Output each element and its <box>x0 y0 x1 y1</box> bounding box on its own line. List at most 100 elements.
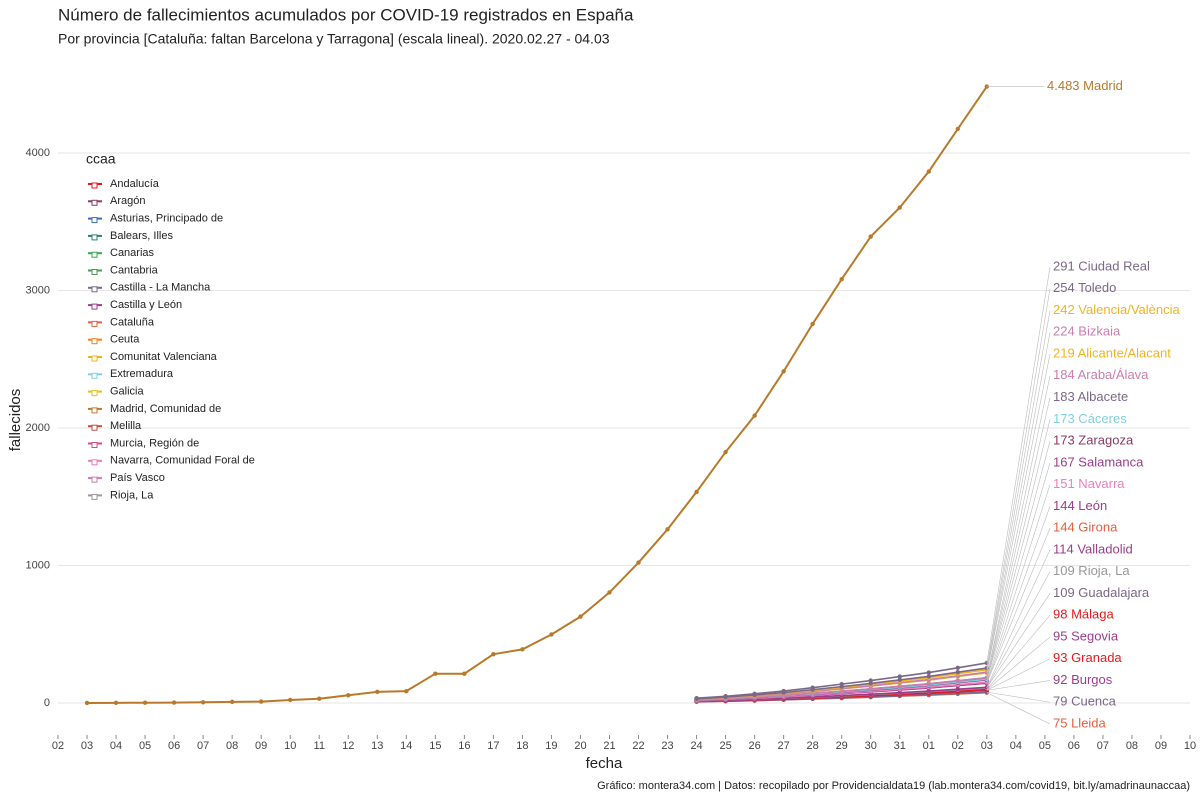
leader-line <box>986 419 1051 680</box>
x-tick-label: 20 <box>574 740 586 752</box>
x-axis-label: fecha <box>586 755 623 772</box>
data-point <box>549 632 554 637</box>
x-tick-label: 10 <box>284 740 296 752</box>
x-tick-label: 25 <box>719 740 731 752</box>
legend-label: Comunitat Valenciana <box>110 351 218 363</box>
data-point <box>955 669 960 675</box>
x-tick-label: 05 <box>139 740 151 752</box>
x-tick-label: 12 <box>342 740 354 752</box>
leader-line <box>986 614 1051 690</box>
legend-marker <box>91 338 98 345</box>
leader-line <box>986 397 1051 678</box>
legend-label: Andalucía <box>110 178 160 190</box>
x-tick-label: 07 <box>1097 740 1109 752</box>
data-point <box>955 665 960 670</box>
legend-label: Extremadura <box>110 368 174 380</box>
y-tick-label: 0 <box>44 697 50 709</box>
data-point <box>752 413 757 418</box>
leader-line <box>986 462 1051 681</box>
y-tick-label: 4000 <box>26 147 50 159</box>
x-tick-label: 21 <box>603 740 615 752</box>
x-tick-label: 29 <box>836 740 848 752</box>
legend-label: Rioja, La <box>110 489 154 501</box>
legend-marker <box>91 320 98 327</box>
data-point <box>839 277 844 282</box>
end-label: 95 Segovia <box>1053 628 1119 643</box>
data-point <box>723 694 728 699</box>
legend-marker <box>91 493 98 500</box>
end-label: 242 Valencia/València <box>1053 302 1180 317</box>
legend-label: Ceuta <box>110 334 140 346</box>
x-tick-label: 19 <box>545 740 557 752</box>
legend-label: Murcia, Región de <box>110 437 199 449</box>
legend-marker <box>91 199 98 206</box>
data-point <box>288 697 293 703</box>
data-point <box>84 700 90 706</box>
end-label: 4.483 Madrid <box>1047 78 1123 93</box>
data-point <box>781 688 786 694</box>
end-label: 151 Navarra <box>1053 476 1125 491</box>
legend-marker <box>91 234 98 241</box>
chart-subtitle: Por provincia [Cataluña: faltan Barcelon… <box>58 31 610 47</box>
chart-title: Número de fallecimientos acumulados por … <box>58 5 634 24</box>
leader-line <box>986 441 1051 680</box>
x-tick-label: 09 <box>1155 740 1167 752</box>
x-tick-label: 23 <box>661 740 673 752</box>
end-label: 167 Salamanca <box>1053 454 1144 469</box>
caption: Gráfico: montera34.com | Datos: recopila… <box>597 780 1190 792</box>
data-point <box>781 369 786 374</box>
x-tick-label: 30 <box>865 740 877 752</box>
leader-line <box>986 375 1051 678</box>
x-tick-label: 05 <box>1039 740 1051 752</box>
data-point <box>810 685 815 690</box>
legend-label: Castilla - La Mancha <box>110 282 211 294</box>
x-tick-label: 03 <box>981 740 993 752</box>
x-tick-label: 18 <box>516 740 528 752</box>
legend-marker <box>91 407 98 414</box>
leader-line <box>986 353 1051 673</box>
legend-marker <box>91 390 98 397</box>
x-tick-label: 27 <box>778 740 790 752</box>
data-point <box>897 205 902 210</box>
data-point <box>868 678 873 683</box>
leader-line <box>986 692 1051 725</box>
end-label: 173 Zaragoza <box>1053 433 1134 448</box>
data-point <box>404 688 409 694</box>
legend-title: ccaa <box>86 151 116 167</box>
data-point <box>926 681 931 686</box>
leader-line <box>986 484 1051 683</box>
end-label: 291 Ciudad Real <box>1053 258 1150 273</box>
x-tick-label: 11 <box>314 740 325 752</box>
data-point <box>171 700 177 705</box>
y-axis-label: fallecidos <box>7 389 24 452</box>
data-point <box>897 674 902 679</box>
legend-marker <box>91 476 98 483</box>
y-tick-label: 3000 <box>26 284 50 296</box>
x-tick-label: 04 <box>110 740 122 752</box>
y-tick-label: 2000 <box>26 422 50 434</box>
x-tick-label: 31 <box>894 740 906 752</box>
x-tick-label: 28 <box>807 740 819 752</box>
x-tick-label: 01 <box>923 740 935 752</box>
end-label: 114 Valladolid <box>1053 541 1133 556</box>
data-point <box>839 681 844 687</box>
legend-label: Cataluña <box>110 316 155 328</box>
x-tick-label: 17 <box>487 740 499 752</box>
end-label: 75 Lleida <box>1053 715 1107 730</box>
leader-line <box>986 636 1051 691</box>
x-tick-label: 26 <box>748 740 760 752</box>
end-label: 144 León <box>1053 498 1107 513</box>
end-label: 184 Araba/Álava <box>1053 367 1149 382</box>
legend-label: Balears, Illes <box>110 230 173 242</box>
end-label: 109 Guadalajara <box>1053 585 1150 600</box>
data-point <box>926 169 931 174</box>
data-point <box>810 321 815 327</box>
data-point <box>142 700 148 705</box>
x-tick-label: 07 <box>197 740 209 752</box>
data-point <box>433 671 438 676</box>
x-tick-label: 08 <box>226 740 238 752</box>
data-point <box>694 489 699 495</box>
data-point <box>258 699 264 704</box>
